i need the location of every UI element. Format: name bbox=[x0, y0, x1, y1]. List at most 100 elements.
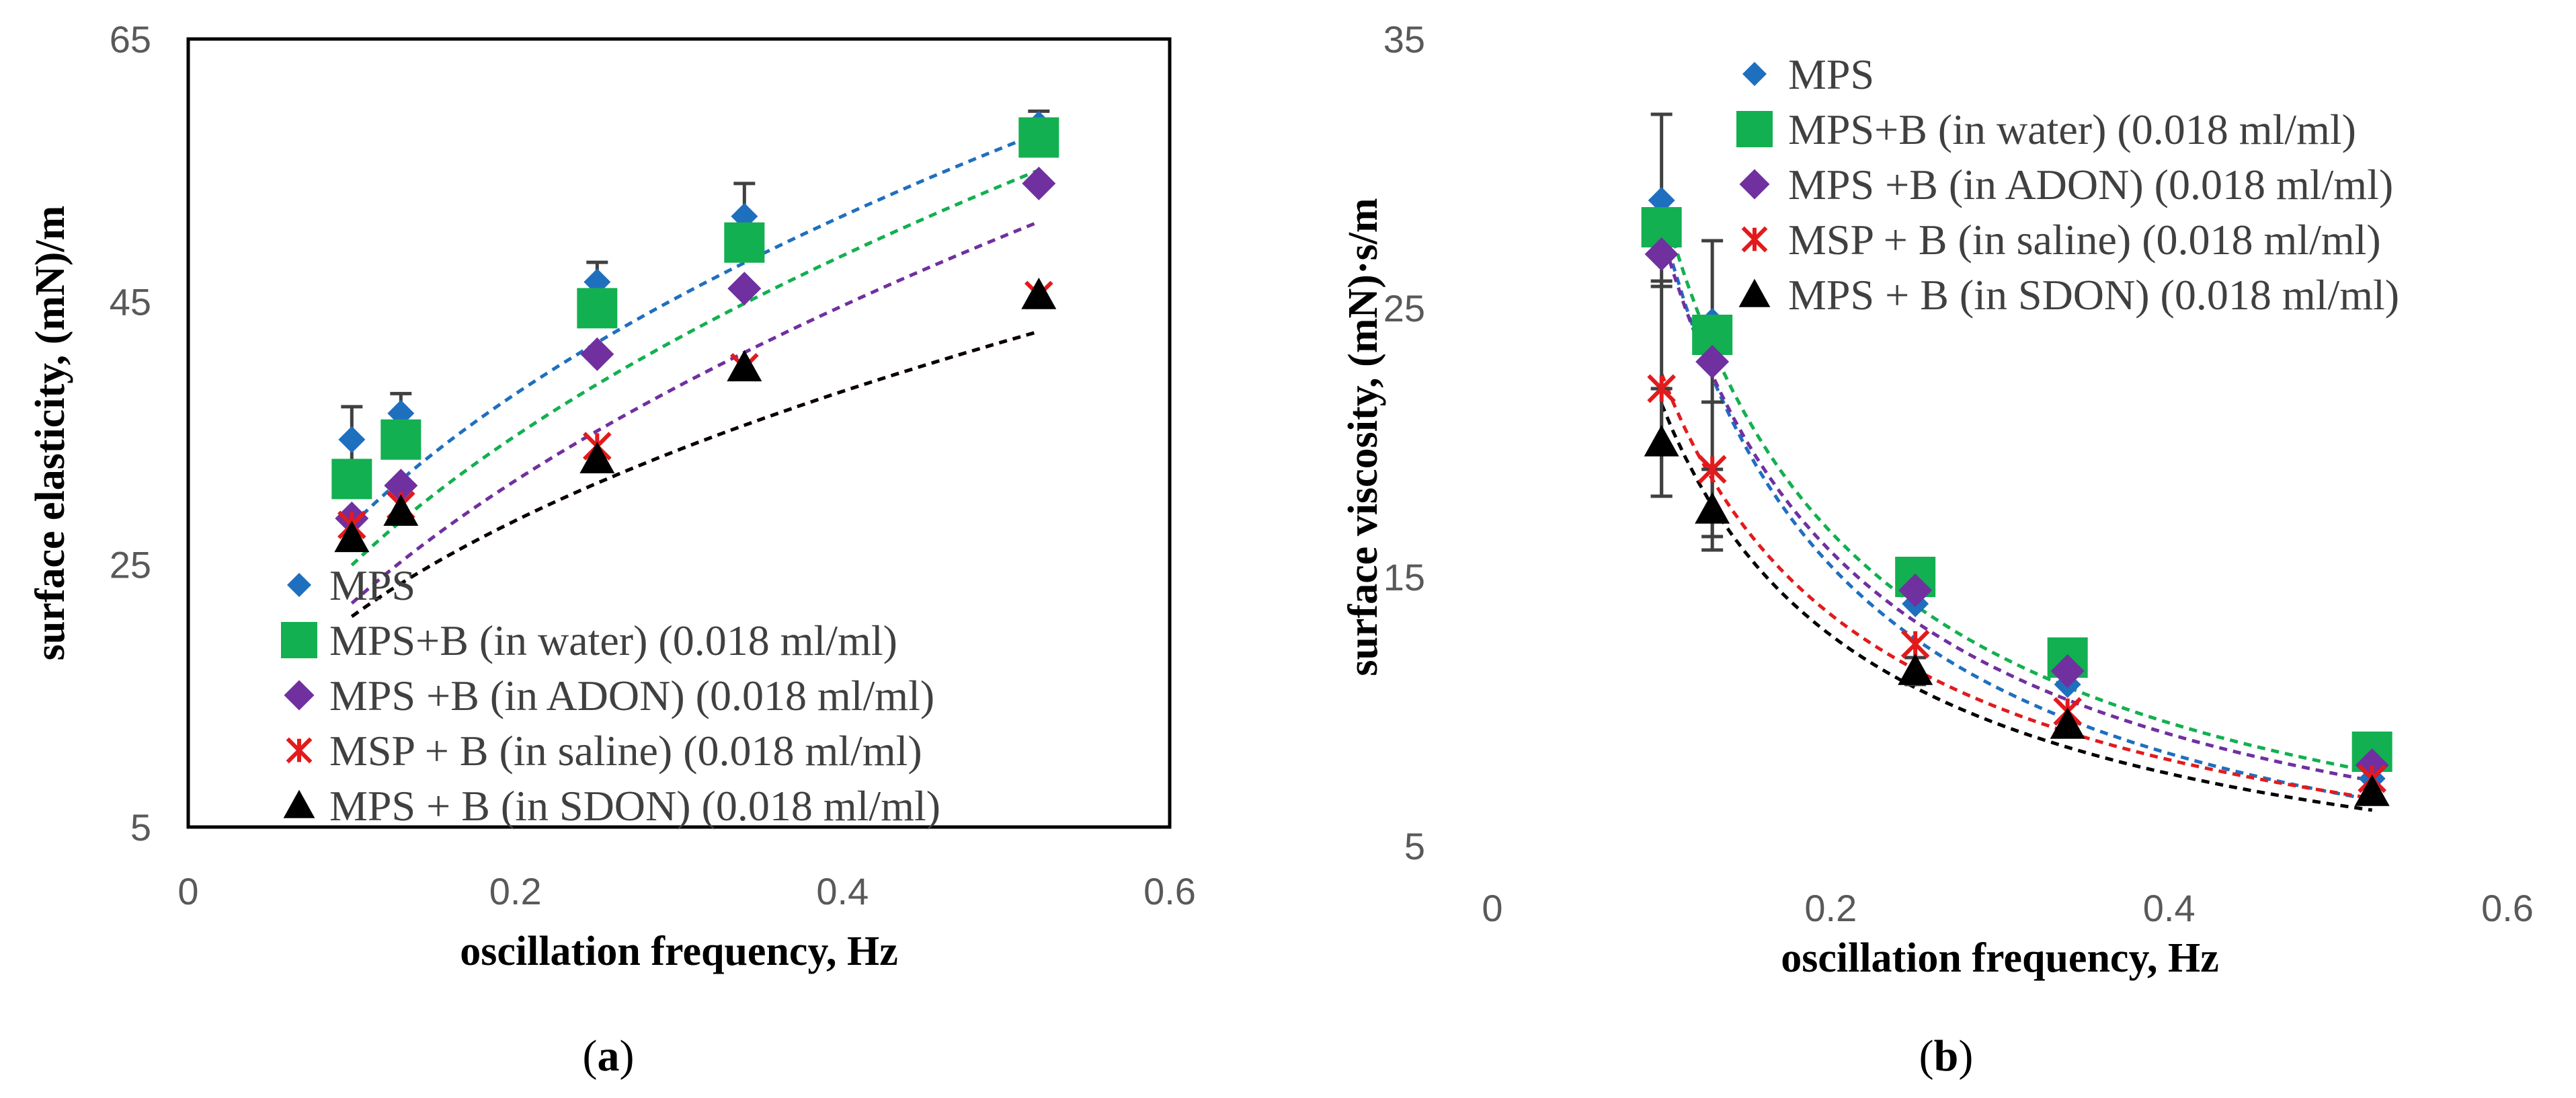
y-tick-label: 25 bbox=[1383, 287, 1425, 329]
panel-b: 5 15 25 35 0 0.2 0.4 0.6 MPS MPS+B (in water) (… bbox=[1340, 18, 2534, 1081]
y-tick-labels-b: 5 15 25 35 bbox=[1383, 18, 1425, 867]
legend-series-name: MPS + B (in SDON) bbox=[329, 782, 691, 830]
y-axis-label-a: surface elasticity, (mN)/m bbox=[28, 206, 73, 661]
y-tick-label: 35 bbox=[1383, 18, 1425, 61]
legend-series-name: MPS +B (in ADON) bbox=[329, 672, 685, 719]
y-tick-label: 5 bbox=[1404, 825, 1425, 867]
data-point-2 bbox=[580, 337, 614, 371]
trendline-2 bbox=[350, 220, 1040, 605]
legend-marker-1 bbox=[1736, 111, 1773, 147]
legend-series-name: MPS+B (in water) bbox=[1788, 106, 2106, 153]
legend-concentration: (0.018 ml/ml) bbox=[691, 782, 941, 830]
data-point-4 bbox=[727, 350, 762, 382]
legend-label: MPS+B (in water) (0.018 ml/ml) bbox=[329, 617, 897, 664]
y-tick-label: 45 bbox=[110, 281, 151, 323]
legend-item: MPS bbox=[1742, 50, 1874, 98]
legend-series-name: MPS +B (in ADON) bbox=[1788, 161, 2144, 208]
legend-marker-2 bbox=[284, 680, 315, 711]
legend-concentration: (0.018 ml/ml) bbox=[685, 672, 935, 719]
data-point-4 bbox=[1695, 492, 1730, 524]
legend-series-name: MPS bbox=[329, 561, 415, 609]
data-points-b bbox=[1641, 187, 2392, 806]
data-point-3 bbox=[1697, 455, 1727, 484]
data-point-4 bbox=[1644, 425, 1679, 457]
trendline-4 bbox=[350, 329, 1039, 618]
caption-letter-b: b bbox=[1934, 1031, 1959, 1081]
data-point-1 bbox=[1692, 315, 1733, 355]
caption-letter-a: a bbox=[598, 1031, 620, 1081]
data-point-3 bbox=[1647, 374, 1676, 403]
data-point-1 bbox=[1018, 117, 1059, 158]
caption-b: (b) bbox=[1919, 1031, 1974, 1081]
x-axis-label-b: oscillation frequency, Hz bbox=[1781, 935, 2219, 981]
legend-marker-3 bbox=[286, 737, 313, 764]
data-point-2 bbox=[2050, 654, 2085, 688]
trendline-4 bbox=[1660, 403, 2373, 812]
data-point-2 bbox=[1695, 345, 1730, 379]
trendline-1 bbox=[350, 168, 1040, 567]
data-point-0 bbox=[338, 426, 366, 453]
legend-series-name: MPS bbox=[1788, 50, 1874, 98]
legend-concentration: (0.018 ml/ml) bbox=[2150, 271, 2400, 319]
legend-marker-0 bbox=[287, 573, 311, 597]
data-point-2 bbox=[1022, 166, 1056, 200]
data-point-2 bbox=[384, 469, 418, 503]
legend-series-name: MPS+B (in water) bbox=[329, 617, 647, 664]
x-tick-label: 0.4 bbox=[816, 870, 869, 912]
legend-marker-4 bbox=[283, 789, 315, 818]
legend-item: MSP + B (in saline) (0.018 ml/ml) bbox=[1741, 216, 2381, 264]
legend-label: MPS +B (in ADON) (0.018 ml/ml) bbox=[1788, 161, 2393, 208]
data-point-1 bbox=[577, 288, 618, 329]
data-point-4 bbox=[579, 442, 615, 473]
legend-label: MPS + B (in SDON) (0.018 ml/ml) bbox=[329, 782, 940, 830]
legend-label: MSP + B (in saline) (0.018 ml/ml) bbox=[1788, 216, 2381, 264]
data-points-a bbox=[331, 110, 1059, 553]
data-point-2 bbox=[1898, 574, 1933, 607]
trendlines-a bbox=[350, 131, 1040, 618]
caption-a: (a) bbox=[583, 1031, 635, 1081]
legend-marker-3 bbox=[1741, 226, 1768, 253]
legend-item: MSP + B (in saline) (0.018 ml/ml) bbox=[286, 727, 922, 775]
x-tick-label: 0.6 bbox=[1143, 870, 1196, 912]
y-tick-label: 65 bbox=[110, 18, 151, 61]
legend-item: MPS+B (in water) (0.018 ml/ml) bbox=[281, 617, 897, 664]
y-tick-label: 25 bbox=[110, 543, 151, 586]
data-point-4 bbox=[1021, 277, 1057, 309]
data-point-3 bbox=[1900, 629, 1930, 659]
x-tick-label: 0.2 bbox=[489, 870, 542, 912]
data-point-4 bbox=[334, 520, 370, 553]
legend-concentration: (0.018 ml/ml) bbox=[672, 727, 922, 775]
data-point-4 bbox=[2354, 775, 2390, 806]
data-point-4 bbox=[2050, 707, 2085, 739]
trendline-0 bbox=[1660, 222, 2373, 801]
y-tick-label: 15 bbox=[1383, 556, 1425, 598]
legend-label: MPS+B (in water) (0.018 ml/ml) bbox=[1788, 106, 2356, 153]
x-tick-label: 0 bbox=[177, 870, 198, 912]
legend-marker-2 bbox=[1739, 169, 1770, 200]
data-point-1 bbox=[1641, 207, 1682, 247]
legend-concentration: (0.018 ml/ml) bbox=[2106, 106, 2356, 153]
legend-marker-0 bbox=[1742, 62, 1767, 86]
trendline-3 bbox=[1660, 372, 2373, 800]
x-tick-labels-a: 0 0.2 0.4 0.6 bbox=[177, 870, 1196, 912]
data-point-4 bbox=[1898, 654, 1933, 685]
legend-label: MPS +B (in ADON) (0.018 ml/ml) bbox=[329, 672, 934, 719]
legend-series-name: MSP + B (in saline) bbox=[329, 727, 672, 775]
data-point-4 bbox=[383, 494, 419, 526]
x-tick-label: 0.4 bbox=[2143, 887, 2196, 929]
data-point-2 bbox=[2355, 748, 2389, 782]
legend-concentration: (0.018 ml/ml) bbox=[647, 617, 897, 664]
data-point-1 bbox=[380, 419, 421, 460]
data-point-2 bbox=[727, 272, 762, 306]
x-tick-label: 0.2 bbox=[1804, 887, 1857, 929]
legend-marker-4 bbox=[1738, 278, 1771, 307]
data-point-1 bbox=[331, 459, 372, 500]
legend-item: MPS +B (in ADON) (0.018 ml/ml) bbox=[1739, 161, 2393, 208]
legend-marker-1 bbox=[281, 622, 317, 658]
legend-concentration: (0.018 ml/ml) bbox=[2144, 161, 2394, 208]
legend-item: MPS+B (in water) (0.018 ml/ml) bbox=[1736, 106, 2356, 153]
legend-concentration: (0.018 ml/ml) bbox=[2131, 216, 2381, 264]
legend-item: MPS + B (in SDON) (0.018 ml/ml) bbox=[283, 782, 940, 830]
